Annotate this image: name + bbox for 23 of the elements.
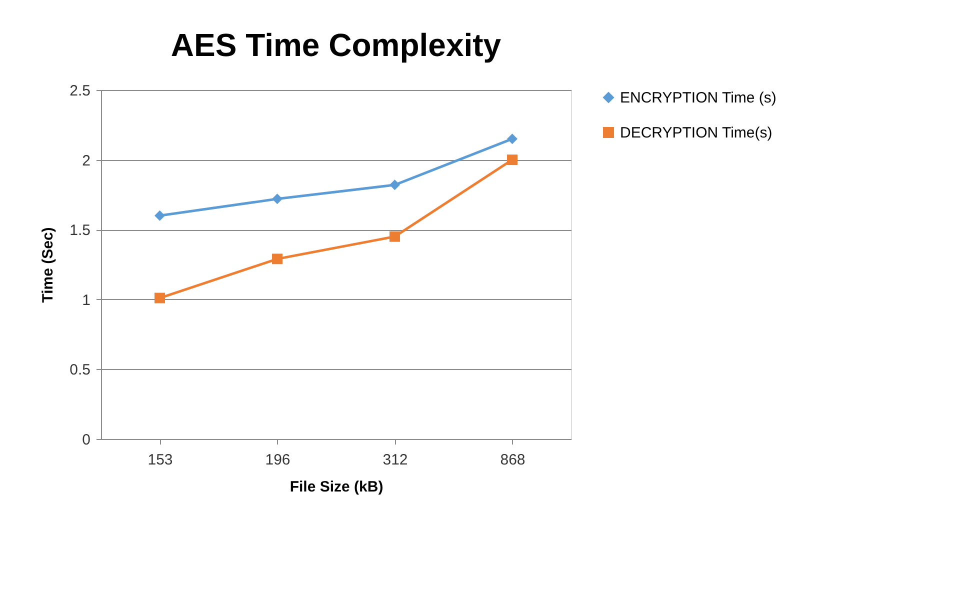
y-tick-label: 2.5 [70,82,90,100]
point [507,134,518,144]
y-tick-label: 2 [82,152,90,170]
y-tick-label: 1.5 [70,222,90,240]
point [154,292,165,304]
point [154,210,165,221]
chart-title: AES Time Complexity [170,27,502,63]
y-tick-label: 0.5 [70,362,90,379]
x-tick-label: 196 [265,452,290,468]
x-tick-label: 868 [500,452,526,468]
x-axis-title: File Size (kB) [290,478,384,496]
point [272,254,282,264]
point [272,194,282,204]
point [390,231,400,242]
point [507,154,518,166]
y-tick-label: 0 [82,432,90,448]
point [390,180,400,190]
y-tick-label: 1 [82,292,90,309]
y-axis-title: Time (Sec) [40,227,57,303]
legend-label: ENCRYPTION Time (s) [620,90,776,106]
x-tick-label: 312 [382,452,408,468]
legend-label: DECRYPTION Time(s) [620,124,772,142]
x-tick-label: 153 [148,452,173,468]
